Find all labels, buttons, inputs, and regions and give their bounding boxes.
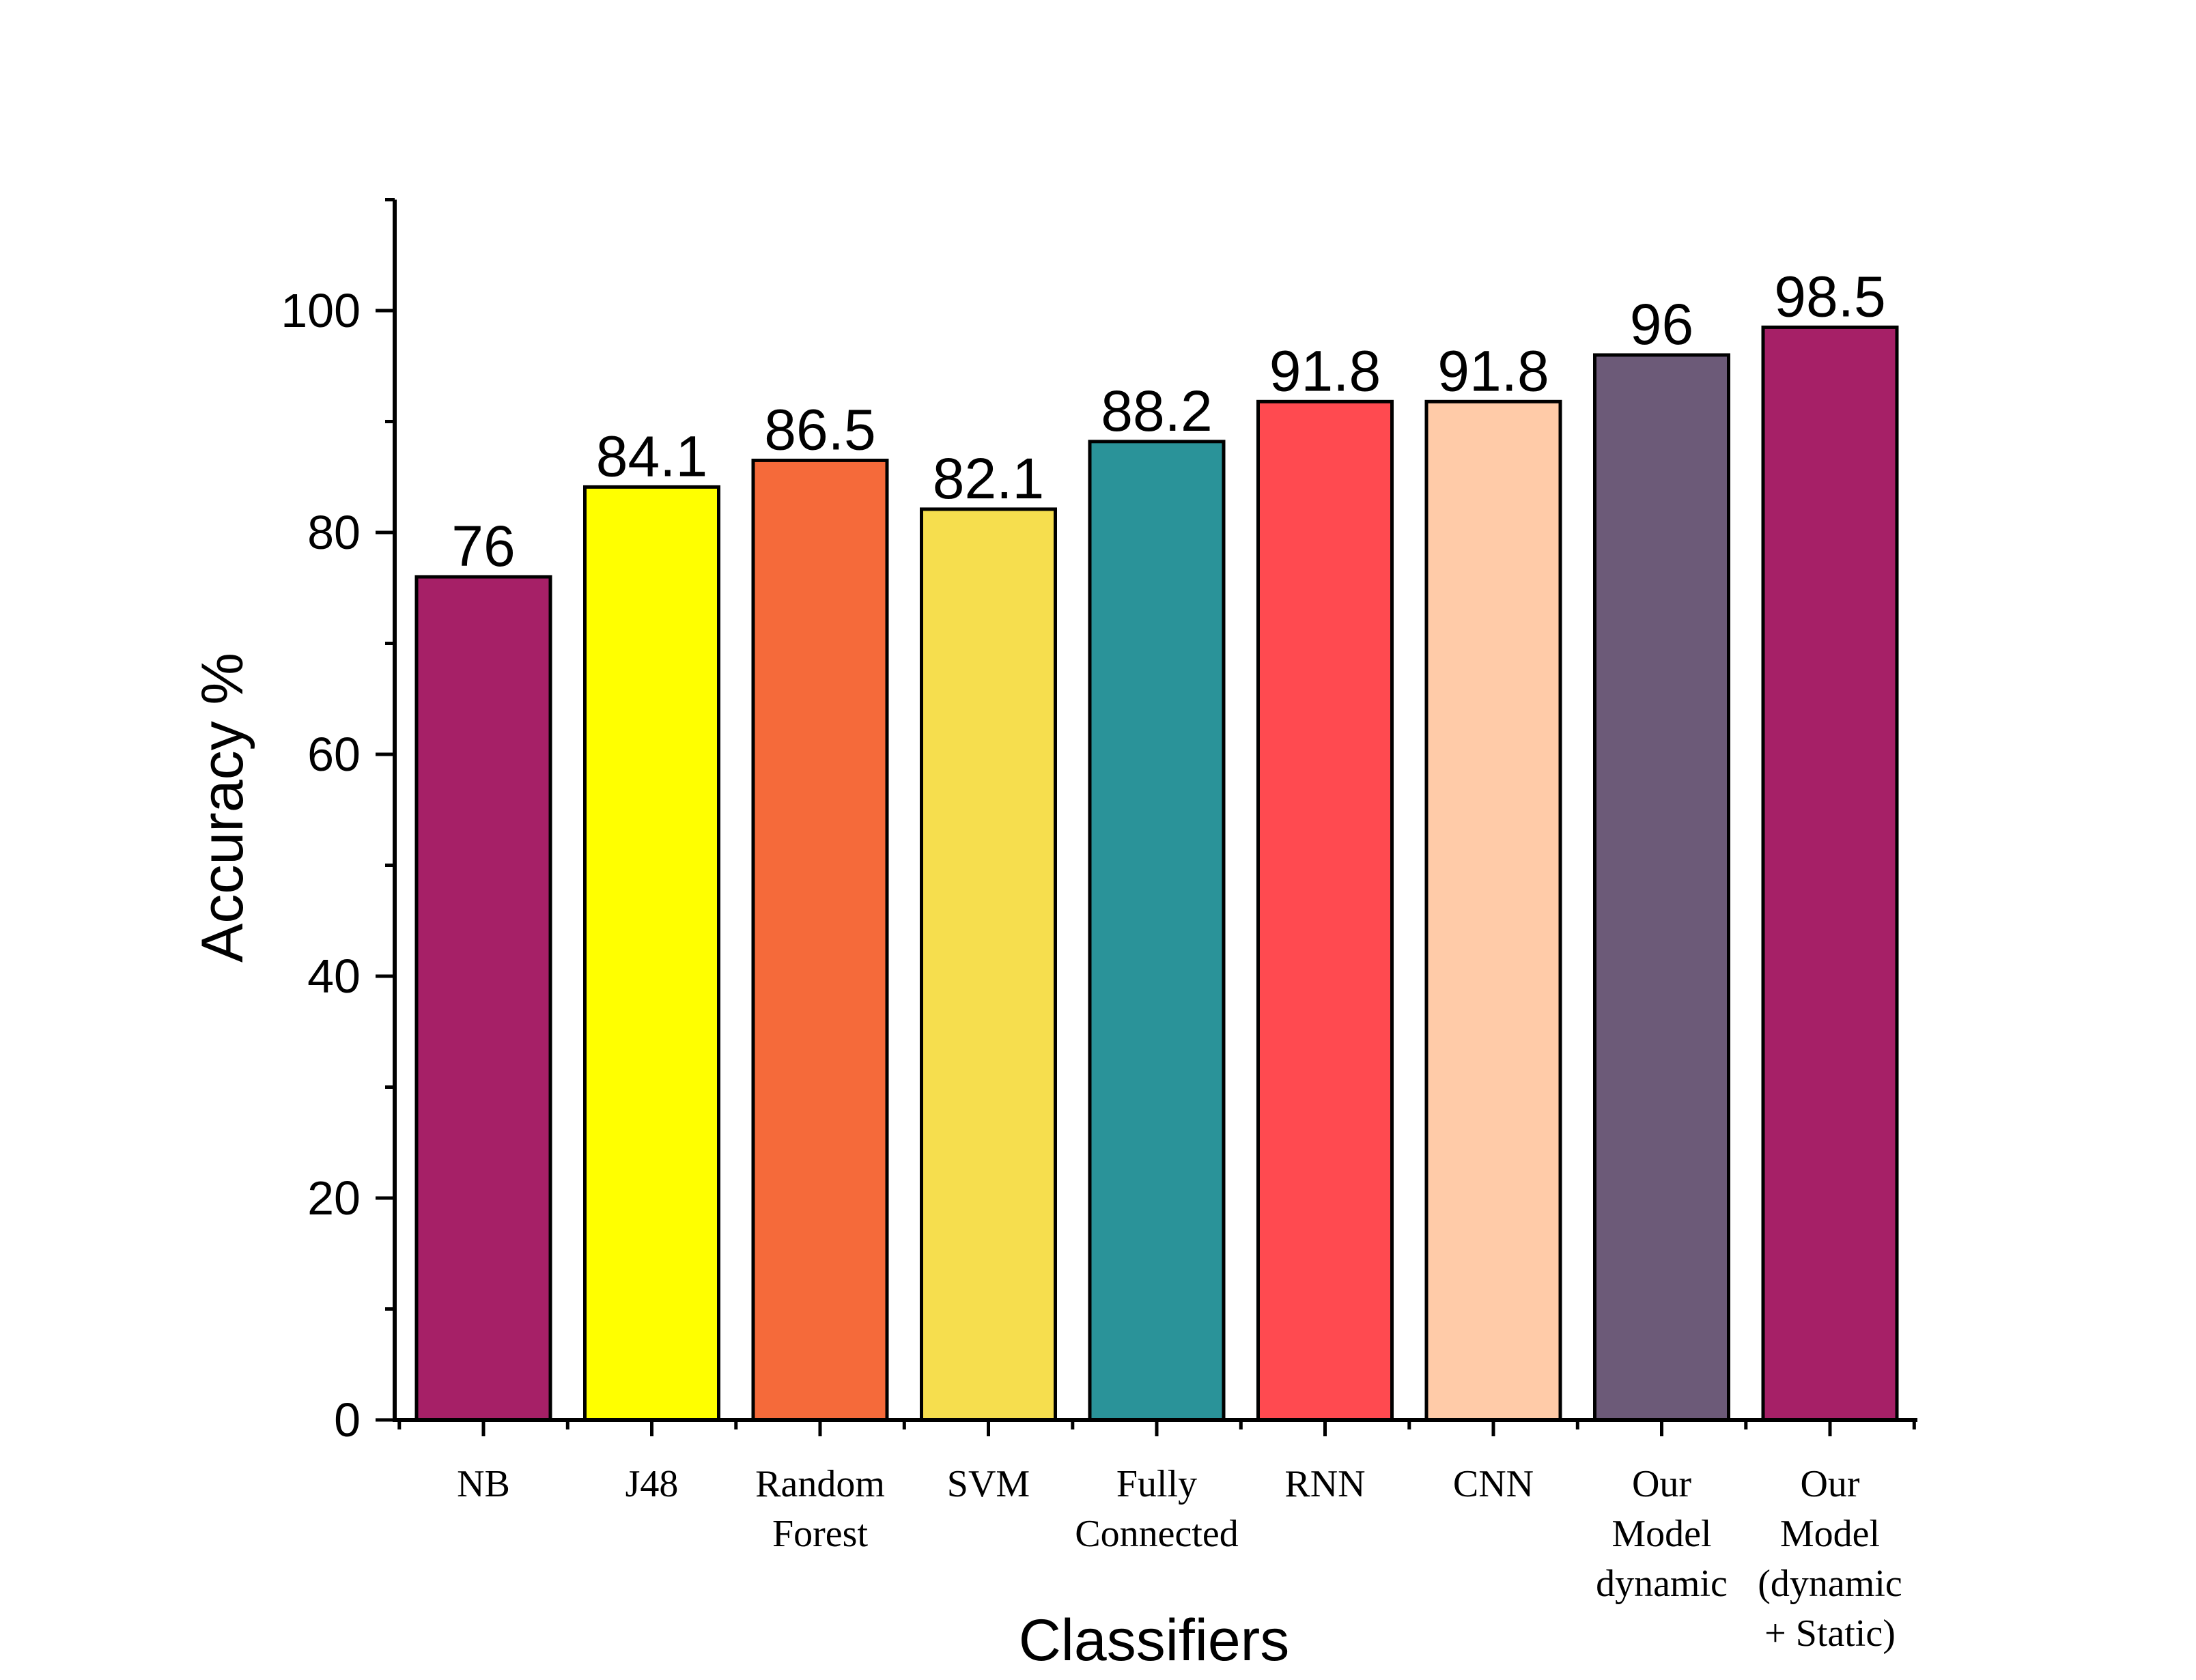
value-label-8: 98.5 xyxy=(1774,264,1886,328)
y-tick-label-2: 40 xyxy=(307,950,361,1003)
y-tick-label-3: 60 xyxy=(307,728,361,781)
y-tick-label-5: 100 xyxy=(281,284,361,337)
x-tick-label-5: RNN xyxy=(1284,1463,1365,1505)
x-axis-title: Classifiers xyxy=(1019,1608,1290,1673)
value-label-7: 96 xyxy=(1630,292,1693,356)
value-label-1: 84.1 xyxy=(596,424,708,488)
y-ticks-layer: 0 20 40 60 80 100 xyxy=(281,198,395,1447)
value-label-4: 88.2 xyxy=(1101,379,1213,443)
bar-3 xyxy=(920,507,1057,1422)
bar-7 xyxy=(1593,353,1730,1422)
value-label-3: 82.1 xyxy=(933,446,1045,511)
bars-layer xyxy=(414,325,1899,1422)
x-tick-label-7: Our Model dynamic xyxy=(1596,1463,1728,1605)
y-tick-label-1: 20 xyxy=(307,1171,361,1225)
bar-8 xyxy=(1761,325,1899,1422)
value-label-6: 91.8 xyxy=(1437,339,1549,403)
x-tick-label-2: Random Forest xyxy=(755,1463,885,1555)
x-tick-label-3: SVM xyxy=(947,1463,1030,1505)
bar-4 xyxy=(1088,440,1226,1422)
x-tick-label-1: J48 xyxy=(625,1463,679,1505)
bar-1 xyxy=(583,485,720,1422)
value-label-5: 91.8 xyxy=(1269,339,1381,403)
x-tick-label-6: CNN xyxy=(1453,1463,1534,1505)
value-label-0: 76 xyxy=(451,514,515,578)
x-ticks-layer: NB J48 Random Forest SVM Fully Connected RNN CNN… xyxy=(397,1420,1916,1655)
x-tick-label-8: Our Model (dynamic + Static) xyxy=(1758,1463,1902,1655)
y-tick-label-4: 80 xyxy=(307,506,361,559)
x-tick-label-4: Fully Connected xyxy=(1075,1463,1238,1555)
bar-0 xyxy=(414,575,552,1422)
bar-2 xyxy=(751,458,889,1422)
y-tick-label-0: 0 xyxy=(334,1393,361,1447)
bar-6 xyxy=(1424,399,1562,1422)
y-axis-title: Accuracy % xyxy=(190,653,255,963)
value-labels-layer: 76 84.1 86.5 82.1 88.2 91.8 91.8 96 98.5 xyxy=(451,264,1885,578)
bar-5 xyxy=(1256,399,1394,1422)
x-tick-label-0: NB xyxy=(457,1463,510,1505)
value-label-2: 86.5 xyxy=(764,397,876,461)
